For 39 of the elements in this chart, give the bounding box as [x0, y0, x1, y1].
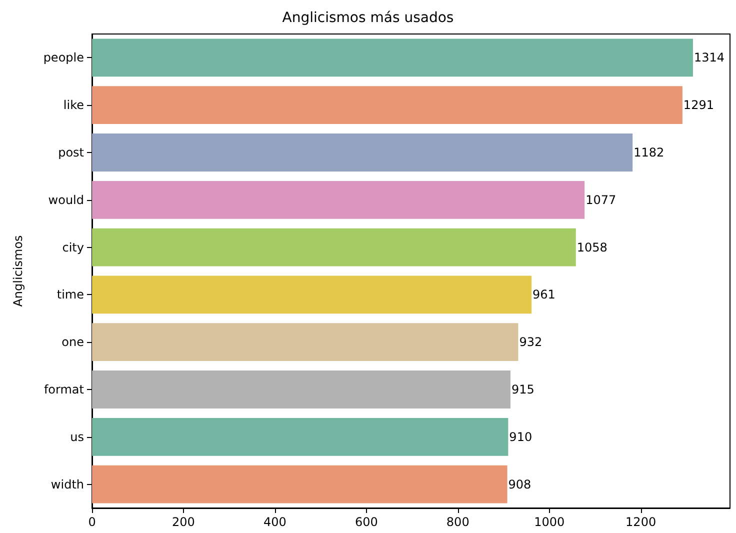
y-tick-label: width	[50, 477, 84, 492]
y-tick-label: city	[62, 240, 84, 254]
y-tick-label: like	[63, 98, 84, 112]
data-label: 1182	[634, 146, 664, 160]
bar	[92, 465, 508, 504]
y-tick-label: would	[48, 192, 84, 207]
bar	[92, 228, 576, 266]
x-tick-label: 0	[88, 515, 96, 529]
data-label: 910	[509, 430, 532, 444]
chart-title: Anglicismos más usados	[282, 10, 454, 26]
x-tick-label: 800	[446, 515, 470, 529]
data-label: 1058	[576, 240, 608, 254]
bar	[92, 38, 693, 77]
y-tick-label: time	[56, 288, 84, 302]
y-tick-label: post	[58, 146, 84, 160]
bar	[92, 276, 532, 314]
x-tick-label: 600	[354, 515, 378, 529]
bar	[92, 134, 633, 172]
y-tick-label: format	[44, 382, 84, 396]
data-label: 908	[508, 477, 532, 492]
data-label: 1314	[694, 50, 724, 65]
y-axis-title: Anglicismos	[11, 235, 25, 307]
bar	[92, 180, 585, 219]
data-label: 961	[532, 288, 556, 302]
y-tick-label: people	[43, 50, 84, 65]
bar	[92, 418, 508, 456]
x-tick-label: 400	[263, 515, 286, 529]
x-tick-label: 200	[172, 515, 195, 529]
x-tick-label: 1200	[626, 515, 656, 529]
data-label: 915	[511, 382, 534, 396]
data-label: 1077	[586, 192, 616, 207]
x-tick-label: 1000	[534, 515, 565, 529]
bar	[92, 323, 518, 362]
data-label: 932	[519, 335, 542, 350]
y-tick-label: us	[70, 430, 84, 444]
bar	[92, 370, 510, 408]
data-label: 1291	[683, 98, 714, 112]
bar	[92, 86, 682, 124]
y-tick-label: one	[62, 335, 84, 350]
